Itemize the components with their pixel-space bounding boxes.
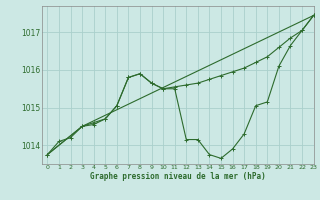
X-axis label: Graphe pression niveau de la mer (hPa): Graphe pression niveau de la mer (hPa) — [90, 172, 266, 181]
